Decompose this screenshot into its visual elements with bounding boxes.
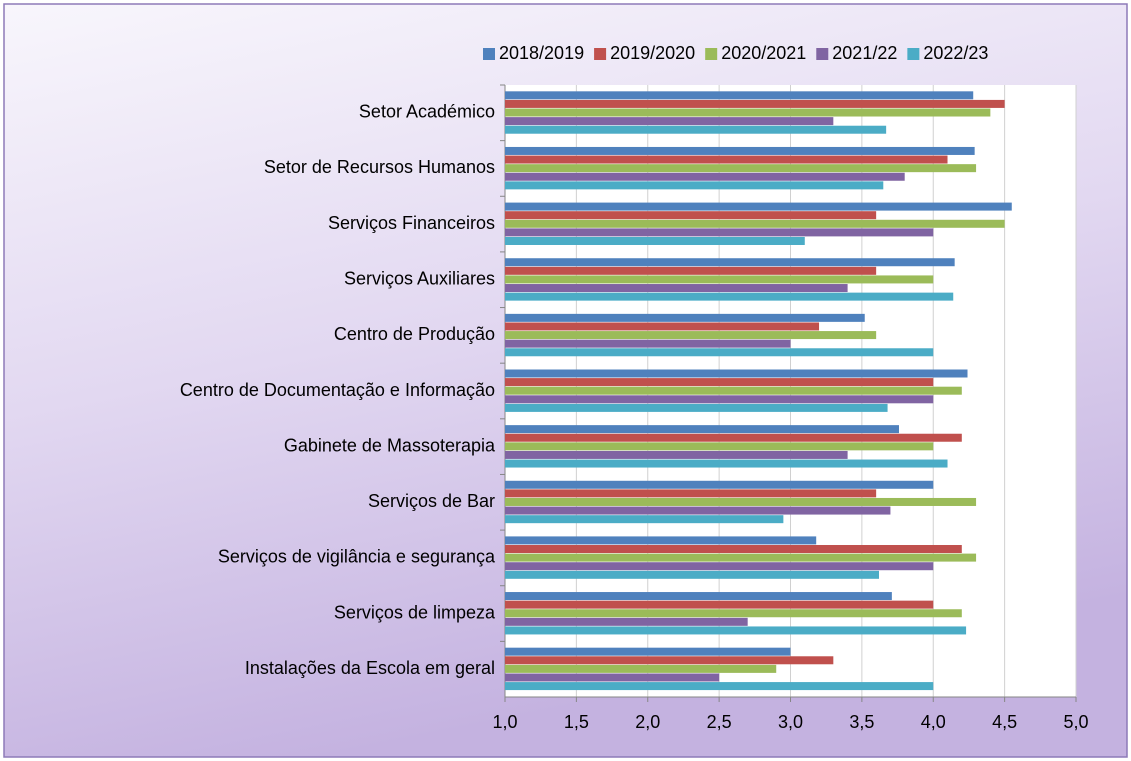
legend-label: 2021/22 (832, 43, 897, 63)
bar (505, 497, 977, 506)
y-tick-label: Serviços Auxiliares (344, 268, 495, 288)
bar (505, 386, 962, 395)
y-tick-label: Setor Académico (359, 102, 495, 122)
x-tick-label: 5,0 (1063, 712, 1088, 732)
bar (505, 164, 977, 173)
bar (505, 258, 955, 267)
bar (505, 570, 880, 579)
x-tick-label: 4,0 (921, 712, 946, 732)
bar (505, 91, 974, 100)
y-tick-label: Serviços de Bar (368, 491, 495, 511)
bar (505, 117, 834, 126)
bar (505, 266, 877, 275)
legend-label: 2019/2020 (610, 43, 695, 63)
bar (505, 553, 977, 562)
bar (505, 562, 934, 571)
bar (505, 348, 934, 357)
bar (505, 459, 948, 468)
y-tick-label: Serviços de vigilância e segurança (218, 547, 496, 567)
bar (505, 99, 1005, 108)
y-tick-label: Centro de Produção (334, 324, 495, 344)
bar (505, 211, 877, 220)
bar (505, 202, 1012, 211)
legend-swatch (483, 48, 495, 60)
bar (505, 600, 934, 609)
bar (505, 664, 777, 673)
y-tick-label: Gabinete de Massoterapia (284, 435, 496, 455)
bar (505, 433, 962, 442)
bar (505, 172, 905, 181)
bar (505, 480, 934, 489)
bar (505, 656, 834, 665)
bar (505, 219, 1005, 228)
bar (505, 331, 877, 340)
bar (505, 617, 748, 626)
bar (505, 292, 954, 301)
legend-swatch (907, 48, 920, 60)
x-tick-label: 3,5 (849, 712, 874, 732)
x-tick-label: 3,0 (778, 712, 803, 732)
bar (505, 284, 848, 293)
bar (505, 626, 967, 635)
bar (505, 339, 791, 348)
x-tick-label: 1,5 (564, 712, 589, 732)
bar (505, 181, 884, 190)
bar (505, 275, 934, 284)
bar (505, 155, 948, 164)
legend-label: 2018/2019 (499, 43, 584, 63)
bar (505, 592, 892, 601)
bar (505, 609, 962, 618)
bar (505, 125, 887, 134)
x-tick-label: 2,0 (635, 712, 660, 732)
x-tick-label: 1,0 (492, 712, 517, 732)
y-tick-label: Instalações da Escola em geral (245, 658, 495, 678)
bar (505, 369, 968, 378)
y-tick-label: Centro de Documentação e Informação (180, 380, 495, 400)
legend-swatch (816, 48, 829, 60)
y-tick-label: Serviços de limpeza (334, 602, 496, 622)
legend-swatch (594, 48, 607, 60)
bar (505, 647, 791, 656)
y-tick-label: Serviços Financeiros (328, 213, 495, 233)
y-tick-label: Setor de Recursos Humanos (264, 157, 495, 177)
legend-label: 2022/23 (923, 43, 988, 63)
bar (505, 395, 934, 404)
bar (505, 545, 962, 554)
bar (505, 425, 899, 434)
bar (505, 489, 877, 498)
bar (505, 228, 934, 237)
bar (505, 673, 720, 682)
bar (505, 442, 934, 451)
bar (505, 536, 817, 545)
bar (505, 378, 934, 387)
bar (505, 403, 888, 412)
x-tick-label: 2,5 (707, 712, 732, 732)
bar (505, 236, 805, 245)
bar (505, 322, 820, 331)
bar (505, 108, 991, 117)
bar (505, 450, 848, 459)
bar (505, 506, 891, 515)
legend-swatch (705, 48, 718, 60)
bar (505, 313, 865, 322)
bar (505, 146, 975, 155)
bar (505, 682, 934, 691)
x-tick-label: 4,5 (992, 712, 1017, 732)
bar (505, 515, 784, 524)
legend-label: 2020/2021 (721, 43, 806, 63)
